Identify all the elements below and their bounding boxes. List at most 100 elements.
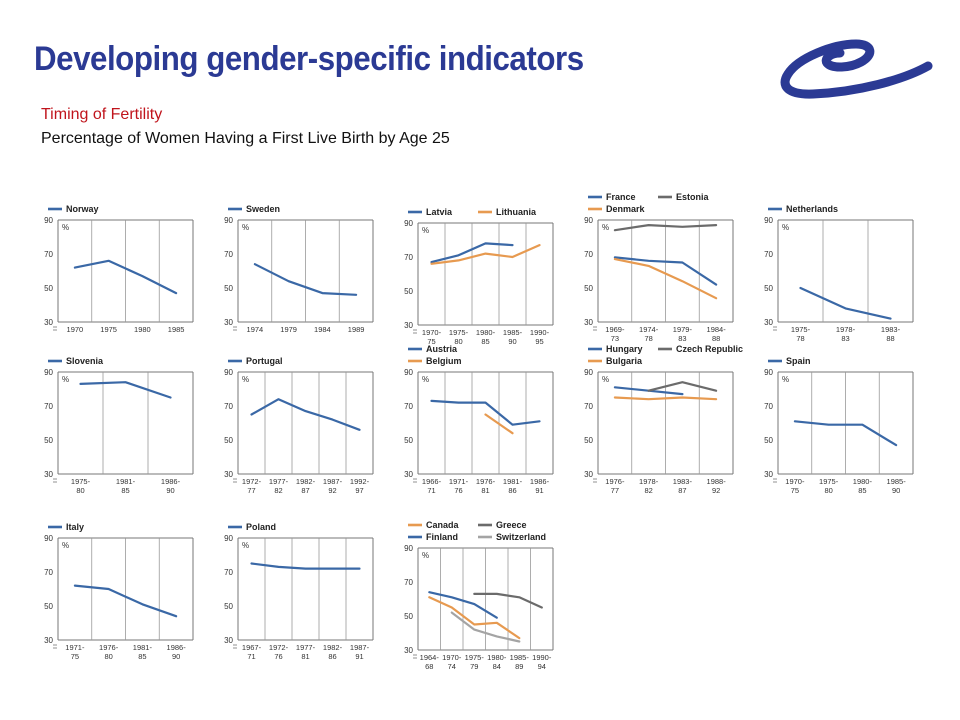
x-tick-label: 1983- [881,325,901,334]
y-tick-label: 90 [44,534,53,543]
legend-label: Italy [66,522,84,532]
y-tick-label: 30 [584,318,593,327]
y-unit-label: % [602,223,609,232]
x-tick-label: 1970- [785,477,805,486]
x-tick-label: 1981- [133,643,153,652]
y-tick-label: 30 [764,318,773,327]
x-tick-label: 80 [824,486,832,495]
page-title: Developing gender-specific indicators [34,40,584,78]
y-unit-label: % [62,375,69,384]
y-tick-label: 70 [44,250,53,259]
x-tick-label: 76 [454,486,462,495]
series-line [73,259,178,295]
y-tick-label: 50 [764,284,773,293]
x-tick-label: 1983- [673,477,693,486]
legend-label: Switzerland [496,532,546,542]
y-tick-label: 30 [764,470,773,479]
legend-label: Bulgaria [606,356,643,366]
series-line [73,584,178,618]
legend-label: Hungary [606,344,643,354]
y-tick-label: 70 [764,402,773,411]
legend-label: Poland [246,522,276,532]
x-tick-label: 1975- [465,653,485,662]
x-tick-label: 95 [535,337,543,346]
chart-panel [228,207,374,331]
x-tick-label: 71 [247,652,255,661]
x-tick-label: 92 [712,486,720,495]
x-tick-label: 1975- [449,328,469,337]
y-tick-label: 90 [44,216,53,225]
x-tick-label: 97 [355,486,363,495]
legend-label: Estonia [676,192,710,202]
y-tick-label: 70 [224,402,233,411]
legend-label: Lithuania [496,207,537,217]
legend-label: Spain [786,356,811,366]
legend-label: Latvia [426,207,453,217]
y-tick-label: 70 [584,250,593,259]
y-tick-label: 50 [44,436,53,445]
x-tick-label: 82 [274,486,282,495]
x-tick-label: 80 [76,486,84,495]
series-line [250,398,361,431]
y-tick-label: 30 [404,321,413,330]
chart-panel [48,525,194,649]
y-tick-label: 50 [404,287,413,296]
x-tick-label: 76 [274,652,282,661]
chart-panel [228,359,374,483]
y-tick-label: 50 [404,612,413,621]
x-tick-label: 1976- [605,477,625,486]
x-tick-label: 1979- [673,325,693,334]
y-tick-label: 90 [404,544,413,553]
y-unit-label: % [422,551,429,560]
series-line [613,256,718,286]
y-tick-label: 70 [44,402,53,411]
x-tick-label: 87 [678,486,686,495]
x-tick-label: 1990- [530,328,550,337]
x-tick-label: 83 [841,334,849,343]
x-tick-label: 85 [138,652,146,661]
legend-label: Netherlands [786,204,838,214]
x-tick-label: 1975 [100,325,117,334]
x-tick-label: 1975- [819,477,839,486]
y-tick-label: 30 [44,636,53,645]
x-tick-label: 1981- [116,477,136,486]
y-unit-label: % [422,375,429,384]
legend-label: Denmark [606,204,646,214]
series-line [250,562,361,570]
x-tick-label: 1980- [487,653,507,662]
y-tick-label: 90 [404,368,413,377]
legend-label: Canada [426,520,460,530]
chart-subtitle-measure: Percentage of Women Having a First Live … [41,130,450,147]
y-tick-label: 90 [584,216,593,225]
x-tick-label: 86 [328,652,336,661]
y-tick-label: 30 [224,636,233,645]
x-tick-label: 85 [481,337,489,346]
x-tick-label: 86 [508,486,516,495]
y-tick-label: 50 [224,602,233,611]
x-tick-label: 91 [535,486,543,495]
y-tick-label: 30 [584,470,593,479]
x-tick-label: 78 [796,334,804,343]
series-line [430,244,541,265]
chart-panel [768,359,914,483]
x-tick-label: 1974- [639,325,659,334]
x-tick-label: 71 [427,486,435,495]
x-tick-label: 75 [791,486,799,495]
y-tick-label: 30 [44,318,53,327]
x-tick-label: 88 [886,334,894,343]
chart-panel [228,525,374,649]
x-tick-label: 1985 [168,325,185,334]
chart-panel [588,347,734,483]
y-tick-label: 90 [44,368,53,377]
x-tick-label: 81 [481,486,489,495]
series-line [799,286,892,320]
y-tick-label: 70 [584,402,593,411]
y-tick-label: 90 [764,368,773,377]
x-tick-label: 77 [611,486,619,495]
y-tick-label: 70 [764,250,773,259]
legend-label: Portugal [246,356,283,366]
x-tick-label: 1986- [530,477,550,486]
y-tick-label: 50 [44,284,53,293]
y-tick-label: 30 [404,646,413,655]
